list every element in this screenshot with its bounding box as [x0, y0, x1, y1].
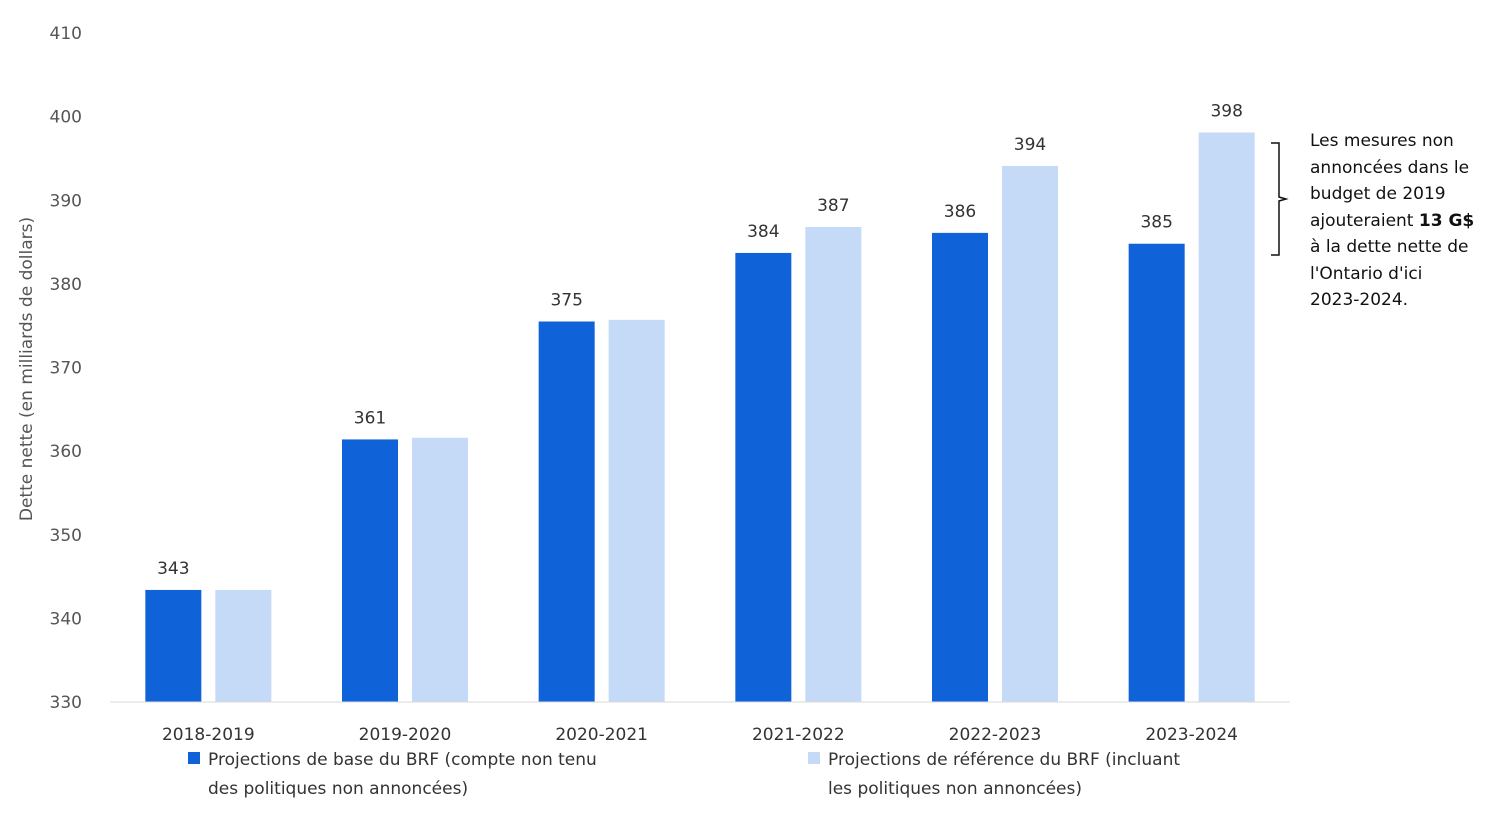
bar-base [538, 321, 595, 702]
data-label: 361 [354, 408, 386, 428]
y-tick-label: 380 [50, 275, 82, 295]
y-tick-label: 390 [50, 191, 82, 211]
y-tick-label: 410 [50, 24, 82, 44]
x-tick-label: 2021-2022 [752, 725, 845, 745]
y-axis-title: Dette nette (en milliards de dollars) [17, 217, 37, 521]
y-axis-ticks: 330 340 350 360 370 380 390 400 410 [50, 24, 82, 713]
bar-reference [805, 227, 862, 702]
x-tick-label: 2020-2021 [555, 725, 648, 745]
annotation-bracket [1271, 142, 1289, 256]
legend-label-reference-line1: Projections de référence du BRF (incluan… [828, 750, 1181, 770]
data-label: 387 [817, 196, 849, 216]
annotation-line: l'Ontario d'ici [1310, 263, 1423, 284]
annotation-line: annoncées dans le [1310, 157, 1470, 178]
annotation-text-pre: ajouteraient [1310, 210, 1419, 231]
legend-label-base-line1: Projections de base du BRF (compte non t… [208, 750, 597, 770]
legend-label-base-line2: des politiques non annoncées) [208, 779, 469, 799]
y-tick-label: 330 [50, 693, 82, 713]
data-label: 386 [944, 202, 976, 222]
x-tick-label: 2019-2020 [359, 725, 452, 745]
bar-base [342, 439, 398, 702]
legend-label-reference-line2: les politiques non annoncées) [828, 779, 1083, 799]
bars [145, 132, 1255, 703]
annotation-text: Les mesures non annoncées dans le budget… [1310, 128, 1490, 314]
annotation-amount: 13 G$ [1418, 210, 1475, 231]
data-label: 398 [1210, 102, 1242, 122]
bar-reference [412, 437, 468, 702]
y-tick-label: 350 [50, 526, 82, 546]
legend-swatch-base [188, 752, 200, 764]
annotation-line: à la dette nette de [1310, 237, 1469, 257]
bar-base [735, 252, 792, 702]
x-tick-label: 2018-2019 [162, 725, 255, 745]
data-labels: 343 361 375 384 387 386 394 385 398 [157, 102, 1243, 579]
annotation-line: ajouteraient 13 G$ [1310, 208, 1490, 235]
data-label: 384 [747, 222, 779, 242]
legend-item-reference: Projections de référence du BRF (incluan… [808, 746, 1248, 804]
bar-base [145, 589, 202, 702]
bar-base [1128, 243, 1185, 703]
bar-base [932, 232, 988, 702]
y-tick-label: 340 [50, 609, 82, 629]
annotation-line: budget de 2019 [1310, 184, 1446, 204]
bar-reference [215, 589, 272, 702]
bar-reference [1002, 165, 1058, 702]
data-label: 394 [1014, 135, 1046, 155]
x-tick-label: 2023-2024 [1145, 725, 1238, 745]
y-tick-label: 360 [50, 442, 82, 462]
annotation-line: 2023-2024. [1310, 290, 1409, 310]
data-label: 343 [157, 559, 189, 579]
legend-item-base: Projections de base du BRF (compte non t… [188, 746, 628, 804]
x-axis-labels: 2018-2019 2019-2020 2020-2021 2021-2022 2022… [162, 725, 1238, 745]
y-tick-label: 400 [50, 108, 82, 128]
x-tick-label: 2022-2023 [949, 725, 1042, 745]
bar-reference [608, 319, 665, 702]
legend-swatch-reference [808, 752, 820, 764]
data-label: 375 [550, 291, 582, 311]
y-tick-label: 370 [50, 359, 82, 379]
data-label: 385 [1140, 213, 1172, 233]
annotation-line: Les mesures non [1310, 131, 1454, 151]
bar-reference [1198, 132, 1255, 703]
